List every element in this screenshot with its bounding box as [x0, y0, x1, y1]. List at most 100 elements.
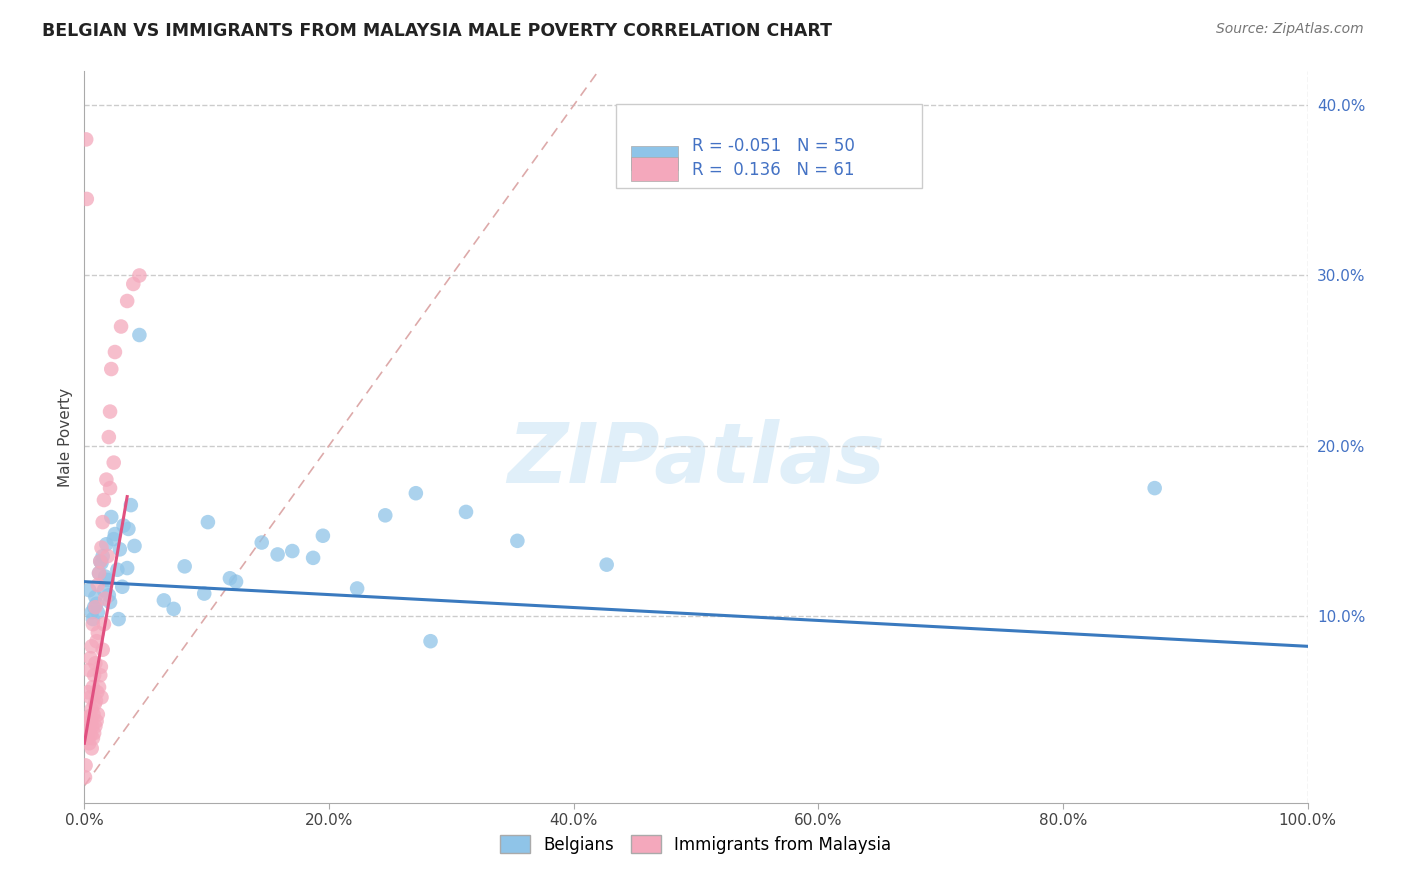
Point	[84, 719, 107, 733]
Point	[89, 668, 111, 682]
Point	[120, 498, 142, 512]
Point	[266, 548, 288, 562]
Point	[77, 731, 100, 746]
Point	[115, 293, 138, 308]
Point	[93, 493, 115, 508]
Point	[94, 569, 117, 583]
Point	[122, 277, 145, 291]
Point	[100, 510, 122, 524]
Point	[86, 634, 108, 648]
Point	[104, 527, 127, 541]
Point	[86, 685, 108, 699]
Point	[128, 268, 150, 283]
Point	[419, 634, 441, 648]
Point	[76, 192, 98, 206]
Point	[96, 537, 118, 551]
Point	[163, 602, 186, 616]
Text: ZIPatlas: ZIPatlas	[508, 418, 884, 500]
Point	[77, 736, 100, 750]
Point	[84, 657, 107, 671]
Point	[79, 651, 101, 665]
Point	[112, 518, 135, 533]
Point	[96, 473, 118, 487]
Point	[93, 617, 115, 632]
Point	[103, 456, 125, 470]
Point	[90, 541, 112, 555]
Point	[90, 690, 112, 705]
Point	[219, 571, 242, 585]
Point	[82, 731, 104, 746]
Point	[82, 719, 104, 733]
Point	[87, 578, 110, 592]
Point	[346, 582, 368, 596]
Point	[104, 345, 127, 359]
Point	[97, 588, 120, 602]
Point	[87, 566, 110, 581]
Point	[107, 612, 129, 626]
Point	[87, 625, 110, 640]
Point	[124, 539, 146, 553]
Point	[77, 583, 100, 598]
Point	[87, 680, 110, 694]
Point	[77, 685, 100, 699]
Point	[115, 561, 138, 575]
Point	[1143, 481, 1166, 495]
Point	[84, 600, 107, 615]
Point	[405, 486, 427, 500]
Point	[91, 642, 114, 657]
Point	[73, 770, 96, 784]
Point	[80, 640, 103, 654]
Point	[82, 680, 104, 694]
Point	[250, 535, 273, 549]
Point	[97, 430, 120, 444]
Point	[128, 328, 150, 343]
Point	[454, 505, 477, 519]
Point	[76, 719, 98, 733]
Point	[197, 515, 219, 529]
Point	[98, 595, 121, 609]
Point	[312, 529, 335, 543]
Point	[80, 714, 103, 728]
Point	[100, 362, 122, 376]
Legend: Belgians, Immigrants from Malaysia: Belgians, Immigrants from Malaysia	[494, 829, 898, 860]
Point	[90, 659, 112, 673]
Point	[281, 544, 304, 558]
Point	[90, 556, 112, 570]
Point	[80, 702, 103, 716]
FancyBboxPatch shape	[616, 104, 922, 188]
Point	[79, 709, 101, 723]
Point	[374, 508, 396, 523]
Point	[76, 711, 98, 725]
Point	[83, 697, 105, 711]
FancyBboxPatch shape	[631, 146, 678, 169]
Point	[98, 404, 121, 418]
Point	[84, 694, 107, 708]
Point	[193, 586, 215, 600]
Text: R = -0.051   N = 50: R = -0.051 N = 50	[692, 137, 855, 155]
Point	[83, 668, 105, 682]
Point	[79, 690, 101, 705]
Point	[87, 566, 110, 581]
Point	[595, 558, 617, 572]
Point	[93, 583, 115, 598]
Point	[89, 554, 111, 568]
Point	[83, 726, 105, 740]
Point	[97, 573, 120, 587]
Point	[83, 707, 105, 722]
Point	[110, 319, 132, 334]
Point	[108, 542, 131, 557]
Text: R =  0.136   N = 61: R = 0.136 N = 61	[692, 161, 855, 179]
Point	[86, 597, 108, 611]
Point	[87, 605, 110, 619]
Point	[173, 559, 195, 574]
Point	[83, 600, 105, 615]
Point	[89, 554, 111, 568]
Point	[75, 758, 97, 772]
Point	[84, 590, 107, 604]
Point	[98, 481, 121, 495]
Point	[94, 591, 117, 606]
FancyBboxPatch shape	[631, 158, 678, 181]
Point	[506, 533, 529, 548]
Point	[86, 714, 108, 728]
Text: BELGIAN VS IMMIGRANTS FROM MALAYSIA MALE POVERTY CORRELATION CHART: BELGIAN VS IMMIGRANTS FROM MALAYSIA MALE…	[42, 22, 832, 40]
